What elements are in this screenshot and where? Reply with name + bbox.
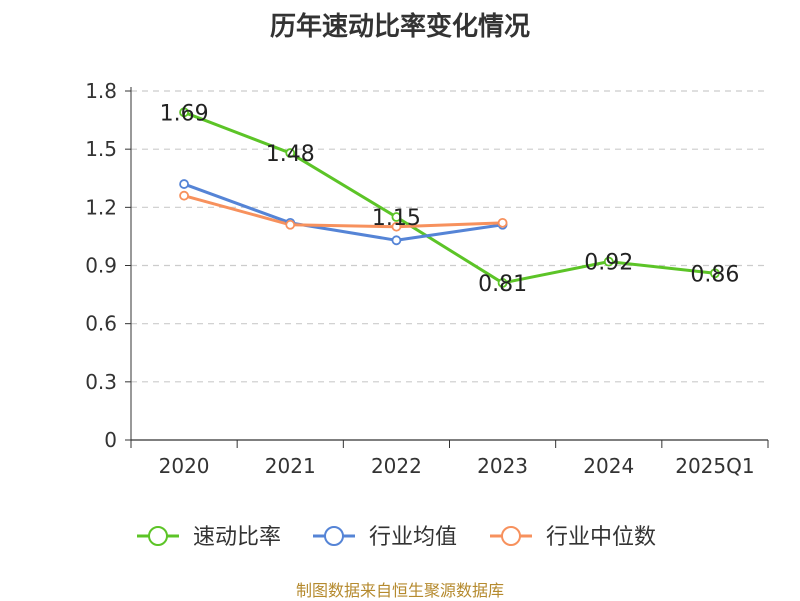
point-s0-2025Q1[interactable] bbox=[710, 268, 720, 279]
series-points bbox=[179, 107, 720, 288]
series-line-0 bbox=[183, 110, 716, 285]
point-s2-2022[interactable] bbox=[391, 221, 402, 232]
legend-label-1: 行业均值 bbox=[369, 525, 457, 550]
legend-item-1[interactable]: 行业均值 bbox=[313, 525, 457, 550]
legend-marker-0 bbox=[148, 526, 168, 546]
x-tick-label-2022: 2022 bbox=[371, 454, 422, 478]
grid-lines bbox=[131, 90, 768, 383]
point-s1-2022[interactable] bbox=[391, 235, 402, 246]
legend: 速动比率 行业均值 行业中位数 bbox=[137, 525, 656, 550]
y-tick-label-4: 1.2 bbox=[85, 195, 117, 219]
legend-item-0[interactable]: 速动比率 bbox=[137, 525, 281, 550]
tick-labels: 0 0.3 0.6 0.9 1.2 1.5 1.8 2020 2021 2022 2023 2024 2… bbox=[85, 79, 754, 478]
x-tick-label-2024: 2024 bbox=[583, 454, 634, 478]
data-label-2020: 1.69 bbox=[160, 101, 209, 126]
x-tick-label-2021: 2021 bbox=[265, 454, 316, 478]
data-labels: 1.69 1.48 1.15 0.81 0.92 0.86 bbox=[160, 101, 740, 297]
point-s0-2024[interactable] bbox=[603, 256, 614, 267]
y-tick-label-0: 0 bbox=[104, 428, 117, 452]
x-tick-label-2023: 2023 bbox=[477, 454, 528, 478]
source-note: 制图数据来自恒生聚源数据库 bbox=[295, 581, 504, 600]
x-tick-label-2025Q1: 2025Q1 bbox=[675, 454, 754, 478]
data-label-2025Q1: 0.86 bbox=[690, 262, 739, 287]
data-label-2024: 0.92 bbox=[584, 251, 633, 276]
y-tick-label-1: 0.3 bbox=[85, 370, 117, 394]
x-tick-label-2020: 2020 bbox=[159, 454, 210, 478]
legend-label-2: 行业中位数 bbox=[546, 525, 656, 550]
y-tick-label-3: 0.9 bbox=[85, 254, 117, 278]
series-lines bbox=[183, 110, 716, 285]
point-s0-2021[interactable] bbox=[285, 148, 296, 158]
point-s2-2023[interactable] bbox=[497, 217, 508, 228]
point-s2-2020[interactable] bbox=[179, 190, 189, 201]
chart-title: 历年速动比率变化情况 bbox=[269, 12, 530, 42]
series-line-1 bbox=[183, 182, 503, 242]
point-s0-2023[interactable] bbox=[497, 278, 508, 288]
point-s2-2021[interactable] bbox=[285, 219, 296, 230]
y-tick-label-6: 1.8 bbox=[85, 79, 117, 103]
legend-item-2[interactable]: 行业中位数 bbox=[490, 525, 656, 550]
data-label-2022: 1.15 bbox=[372, 206, 421, 231]
data-label-2023: 0.81 bbox=[478, 272, 527, 297]
legend-marker-2 bbox=[501, 526, 521, 546]
series-line-2 bbox=[183, 194, 503, 229]
point-s1-2020[interactable] bbox=[179, 179, 189, 189]
y-tick-label-5: 1.5 bbox=[85, 137, 117, 161]
point-s0-2022[interactable] bbox=[391, 212, 402, 222]
axes bbox=[125, 87, 769, 448]
legend-label-0: 速动比率 bbox=[193, 525, 281, 550]
legend-marker-1 bbox=[324, 526, 344, 546]
y-tick-label-2: 0.6 bbox=[85, 312, 117, 336]
data-label-2021: 1.48 bbox=[266, 142, 315, 167]
point-s0-2020[interactable] bbox=[179, 107, 189, 118]
